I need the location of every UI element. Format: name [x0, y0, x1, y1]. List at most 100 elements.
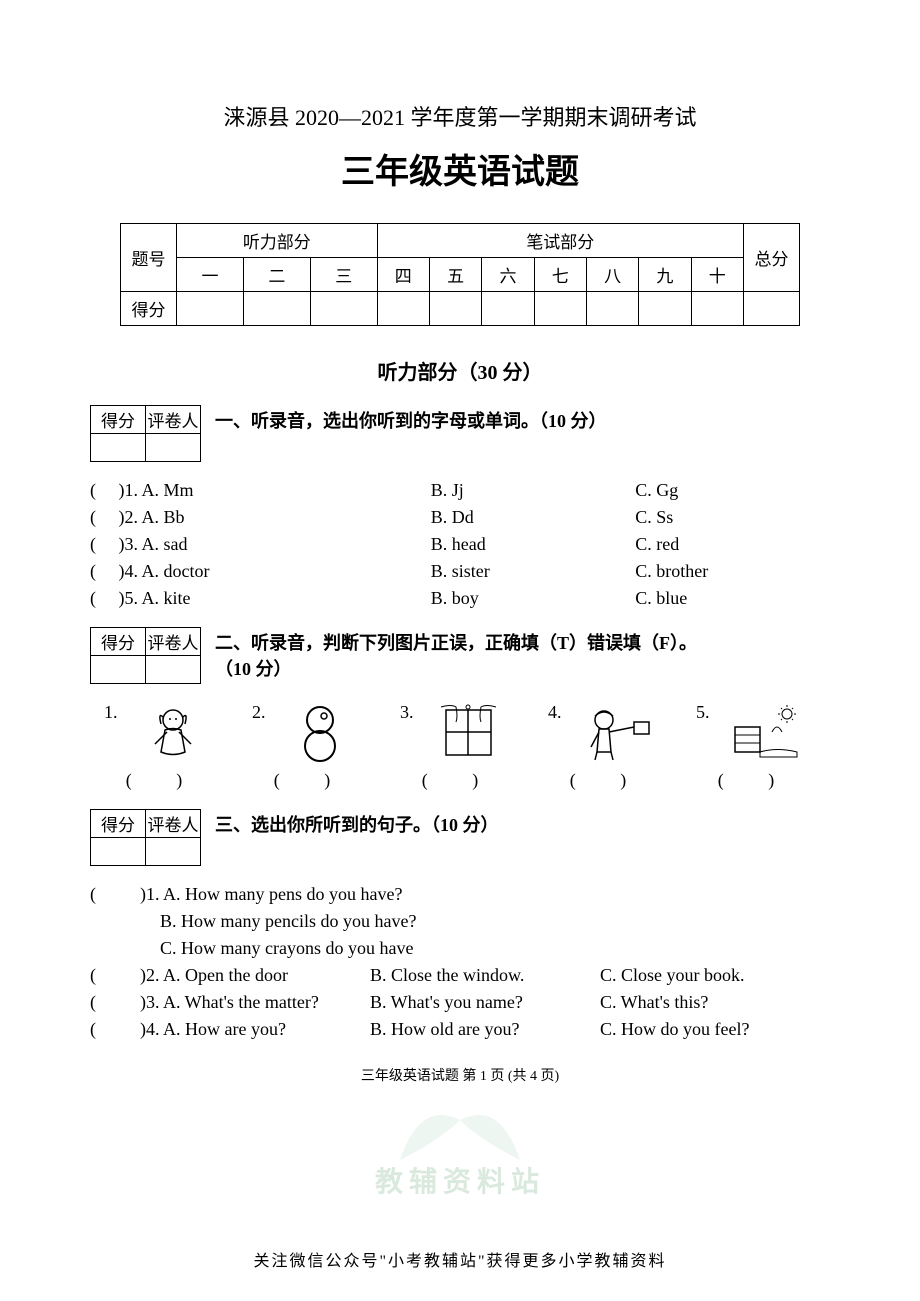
question-3-items: ( )1. A. How many pens do you have? B. H…: [90, 884, 830, 1040]
score-cell[interactable]: [691, 292, 743, 326]
opt-c: C. Gg: [635, 480, 830, 501]
q3-row-sub: B. How many pencils do you have?: [90, 911, 830, 932]
question-1-title: 一、听录音，选出你听到的字母或单词。（10 分）: [215, 405, 607, 433]
opt-b: B. Jj: [431, 480, 635, 501]
question-2-pics: 1. ( ) 2. ( ) 3. ( ) 4.: [90, 702, 830, 791]
q3-opt-a: )1. A. How many pens do you have?: [140, 884, 402, 905]
q3-row: ( )4. A. How are you? B. How old are you…: [90, 1019, 830, 1040]
window-icon: [436, 702, 501, 762]
pic-num: 2.: [252, 702, 266, 723]
q3-row-sub: C. How many crayons do you have: [90, 938, 830, 959]
mc-row: ( )1. A. Mm B. Jj C. Gg: [90, 480, 830, 501]
grader-box: 得分评卷人: [90, 627, 201, 684]
paren-open[interactable]: (: [90, 588, 96, 608]
col-1: 一: [177, 258, 244, 292]
paren-open[interactable]: (: [90, 507, 96, 527]
grader-name-cell[interactable]: [146, 656, 201, 684]
score-cell[interactable]: [534, 292, 586, 326]
q2-title-line1: 二、听录音，判断下列图片正误，正确填（T）错误填（F）。: [215, 633, 697, 653]
girl-icon: [143, 702, 203, 762]
opt-b: B. head: [431, 534, 635, 555]
score-header-num: 题号: [121, 224, 177, 292]
watermark-text: 教辅资料站: [375, 1160, 545, 1200]
score-cell[interactable]: [177, 292, 244, 326]
col-6: 六: [482, 258, 534, 292]
question-2-block: 得分评卷人 二、听录音，判断下列图片正误，正确填（T）错误填（F）。 （10 分…: [90, 627, 830, 684]
grader-score-cell[interactable]: [91, 838, 146, 866]
q3-opt-c: C. How many crayons do you have: [160, 938, 830, 959]
grader-name-label: 评卷人: [146, 810, 201, 838]
answer-paren[interactable]: ( ): [570, 770, 647, 790]
exam-title: 三年级英语试题: [90, 144, 830, 193]
farm-sun-icon: [727, 702, 802, 762]
question-3-block: 得分评卷人 三、选出你所听到的句子。（10 分）: [90, 809, 830, 866]
pic-item-1: 1. ( ): [104, 702, 224, 791]
score-cell[interactable]: [586, 292, 638, 326]
score-row-label: 得分: [121, 292, 177, 326]
q3-opt-b: B. How many pencils do you have?: [160, 911, 830, 932]
grader-name-cell[interactable]: [146, 434, 201, 462]
pic-item-5: 5. ( ): [696, 702, 816, 791]
question-1-items: ( )1. A. Mm B. Jj C. Gg ( )2. A. Bb B. D…: [90, 480, 830, 609]
grader-score-label: 得分: [91, 628, 146, 656]
score-cell[interactable]: [310, 292, 377, 326]
col-10: 十: [691, 258, 743, 292]
mc-row: ( )4. A. doctor B. sister C. brother: [90, 561, 830, 582]
score-cell[interactable]: [243, 292, 310, 326]
score-cell[interactable]: [744, 292, 800, 326]
answer-paren[interactable]: ( ): [718, 770, 795, 790]
col-8: 八: [586, 258, 638, 292]
grader-score-label: 得分: [91, 406, 146, 434]
grader-score-label: 得分: [91, 810, 146, 838]
paren-open[interactable]: (: [90, 1019, 96, 1039]
paren-open[interactable]: (: [90, 992, 96, 1012]
q3-opt-b: B. What's you name?: [370, 992, 600, 1013]
col-7: 七: [534, 258, 586, 292]
opt-c: C. red: [635, 534, 830, 555]
q3-opt-b: B. How old are you?: [370, 1019, 600, 1040]
boy-pointing-icon: [579, 702, 654, 762]
exam-subtitle: 涞源县 2020—2021 学年度第一学期期末调研考试: [90, 100, 830, 132]
q3-opt-a: )4. A. How are you?: [140, 1019, 370, 1040]
paren-open[interactable]: (: [90, 480, 96, 500]
mc-row: ( )3. A. sad B. head C. red: [90, 534, 830, 555]
answer-paren[interactable]: ( ): [422, 770, 499, 790]
paren-open[interactable]: (: [90, 965, 96, 985]
score-cell[interactable]: [482, 292, 534, 326]
number-8-icon: [293, 702, 348, 762]
q3-row: ( )1. A. How many pens do you have?: [90, 884, 830, 905]
pic-num: 3.: [400, 702, 414, 723]
grader-score-cell[interactable]: [91, 434, 146, 462]
col-4: 四: [377, 258, 429, 292]
opt-c: C. brother: [635, 561, 830, 582]
paren-open[interactable]: (: [90, 561, 96, 581]
q3-row: ( )2. A. Open the door B. Close the wind…: [90, 965, 830, 986]
q3-row: ( )3. A. What's the matter? B. What's yo…: [90, 992, 830, 1013]
col-3: 三: [310, 258, 377, 292]
paren-open[interactable]: (: [90, 534, 96, 554]
score-cell[interactable]: [429, 292, 481, 326]
opt-c: C. blue: [635, 588, 830, 609]
q3-opt-c: C. How do you feel?: [600, 1019, 800, 1040]
pic-item-3: 3. ( ): [400, 702, 520, 791]
answer-paren[interactable]: ( ): [126, 770, 203, 790]
opt-b: B. Dd: [431, 507, 635, 528]
score-cell[interactable]: [377, 292, 429, 326]
grader-box: 得分评卷人: [90, 405, 201, 462]
opt-b: B. boy: [431, 588, 635, 609]
paren-open[interactable]: (: [90, 884, 96, 904]
grader-name-label: 评卷人: [146, 628, 201, 656]
pic-num: 5.: [696, 702, 710, 723]
grader-name-cell[interactable]: [146, 838, 201, 866]
score-table: 题号 听力部分 笔试部分 总分 一 二 三 四 五 六 七 八 九 十 得分: [120, 223, 800, 326]
grader-name-label: 评卷人: [146, 406, 201, 434]
question-3-title: 三、选出你所听到的句子。（10 分）: [215, 809, 499, 837]
answer-paren[interactable]: ( ): [274, 770, 351, 790]
q2-title-line2: （10 分）: [215, 659, 292, 679]
footer-note: 关注微信公众号"小考教辅站"获得更多小学教辅资料: [0, 1247, 920, 1271]
question-1-block: 得分评卷人 一、听录音，选出你听到的字母或单词。（10 分）: [90, 405, 830, 462]
grader-score-cell[interactable]: [91, 656, 146, 684]
col-2: 二: [243, 258, 310, 292]
score-cell[interactable]: [639, 292, 691, 326]
opt-a: )5. A. kite: [119, 588, 191, 608]
